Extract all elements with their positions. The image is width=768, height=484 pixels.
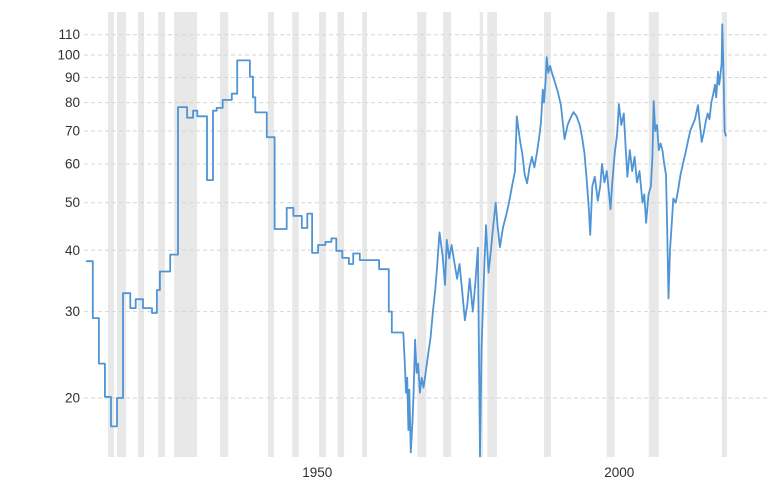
recession-band [107,12,114,457]
recession-band [319,12,326,457]
y-axis-tick-label: 110 [58,27,80,42]
y-axis-tick-label: 100 [57,48,80,63]
recession-band [479,12,483,457]
y-axis-tick-label: 80 [65,95,80,110]
recession-band [158,12,165,457]
y-axis-tick-label: 70 [65,124,80,139]
recession-band [292,12,299,457]
y-axis-tick-label: 30 [65,304,80,319]
recession-band [220,12,229,457]
recession-band [721,12,727,457]
recession-band [544,12,551,457]
recession-band [648,12,659,457]
x-axis-labels: 1950 2000 [302,465,634,480]
recession-bands-layer [107,12,727,457]
y-axis-tick-label: 60 [65,156,80,171]
recession-band [417,12,427,457]
x-axis-tick-label: 1950 [302,465,332,480]
recession-band [362,12,367,457]
y-axis-tick-label: 40 [65,243,80,258]
ratio-series-line[interactable] [85,23,727,458]
recession-band [337,12,345,457]
recession-band [606,12,615,457]
x-axis-tick-label: 2000 [604,465,634,480]
y-axis-labels: 110 100 90 80 70 60 50 40 30 20 [57,27,80,405]
y-axis-tick-label: 50 [65,195,80,210]
y-axis-tick-label: 90 [65,70,80,85]
recession-band [443,12,452,457]
recession-band [268,12,274,457]
series-layer [85,23,727,458]
recession-band [174,12,198,457]
recession-band [138,12,145,457]
recession-band [117,12,127,457]
y-axis-tick-label: 20 [65,391,80,406]
